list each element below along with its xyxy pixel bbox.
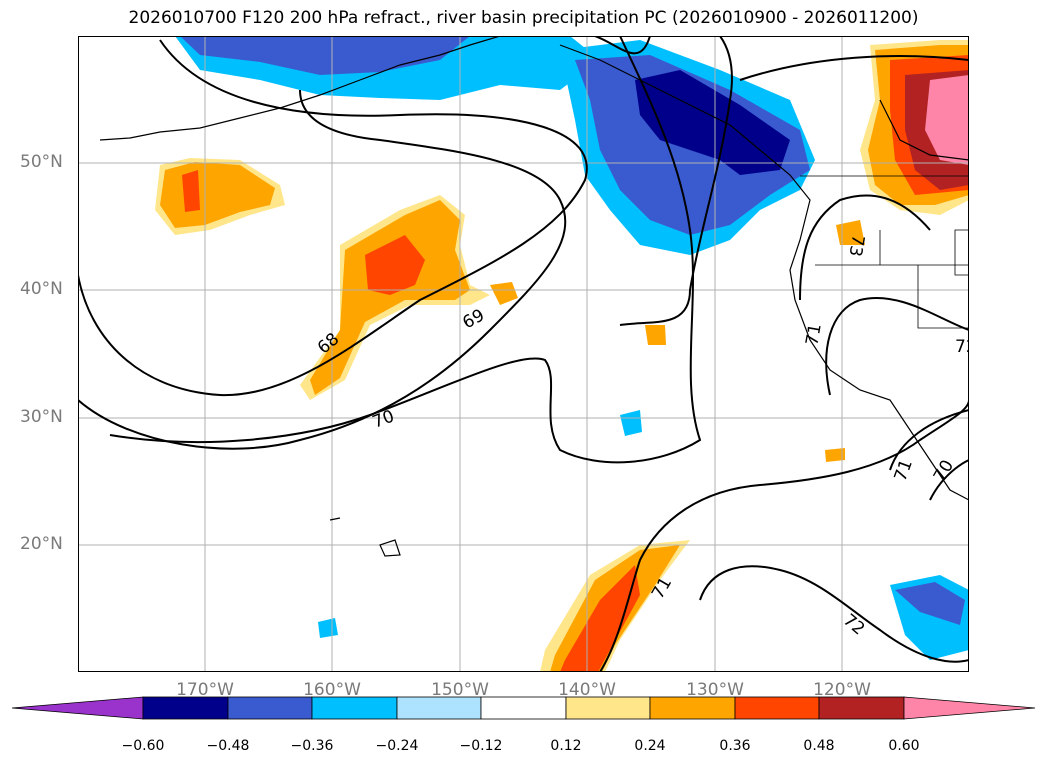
lon-label-150w: 150°W [431, 680, 489, 700]
colorbar-cell [480, 696, 567, 720]
colorbar-cell [396, 696, 482, 720]
contour-label: 72 [955, 337, 969, 357]
positive-region [645, 325, 666, 345]
colorbar-cell [11, 696, 144, 720]
contour-label: 71 [802, 322, 825, 347]
colorbar-tick: 0.12 [550, 738, 582, 754]
colorbar-tick: −0.36 [290, 738, 334, 754]
contour-label: 73 [844, 233, 867, 258]
lon-label-140w: 140°W [558, 680, 616, 700]
coastlines [99, 36, 969, 557]
negative-region [620, 410, 642, 436]
colorbar-tick: −0.60 [121, 738, 165, 754]
positive-region [825, 448, 845, 462]
colorbar-tick: 0.48 [803, 738, 835, 754]
colorbar-cell [818, 696, 905, 720]
lon-label-120w: 120°W [813, 680, 871, 700]
colorbar-cell [311, 696, 398, 720]
positive-region [560, 565, 640, 672]
colorbar-tick: −0.24 [375, 738, 419, 754]
lon-label-160w: 160°W [303, 680, 361, 700]
colorbar-cell [649, 696, 736, 720]
colorbar-cell [734, 696, 820, 720]
positive-region [836, 220, 865, 245]
contours [78, 36, 969, 672]
map-panel: 68 69 70 71 71 72 72 73 71 70 [78, 36, 969, 672]
colorbar-tick: −0.48 [206, 738, 250, 754]
shaded-field [155, 36, 969, 672]
colorbar-tick: −0.12 [459, 738, 503, 754]
lon-label-170w: 170°W [176, 680, 234, 700]
colorbar-tick: 0.24 [634, 738, 666, 754]
lon-label-130w: 130°W [686, 680, 744, 700]
positive-region [365, 235, 425, 295]
lat-label-40n: 40°N [20, 279, 63, 299]
lat-label-20n: 20°N [20, 534, 63, 554]
colorbar-cell [903, 696, 1036, 720]
colorbar-cell [227, 696, 313, 720]
lat-label-30n: 30°N [20, 407, 63, 427]
negative-region [180, 36, 470, 75]
colorbar-tick: 0.36 [719, 738, 751, 754]
map-border [78, 36, 969, 672]
colorbar-cell [565, 696, 651, 720]
positive-region [490, 282, 518, 305]
colorbar [11, 696, 1036, 720]
map-title: 2026010700 F120 200 hPa refract., river … [128, 8, 919, 28]
negative-region [895, 582, 965, 625]
colorbar-tick: 0.60 [888, 738, 920, 754]
lat-label-50n: 50°N [20, 152, 63, 172]
borders [800, 175, 969, 329]
positive-region [925, 75, 969, 165]
positive-region [310, 200, 470, 395]
graticule [78, 36, 969, 672]
colorbar-cell [142, 696, 229, 720]
negative-region [318, 618, 338, 638]
positive-region [182, 170, 200, 212]
map-canvas: 68 69 70 71 71 72 72 73 71 70 [78, 36, 969, 672]
colorbar-cells [11, 696, 1036, 720]
